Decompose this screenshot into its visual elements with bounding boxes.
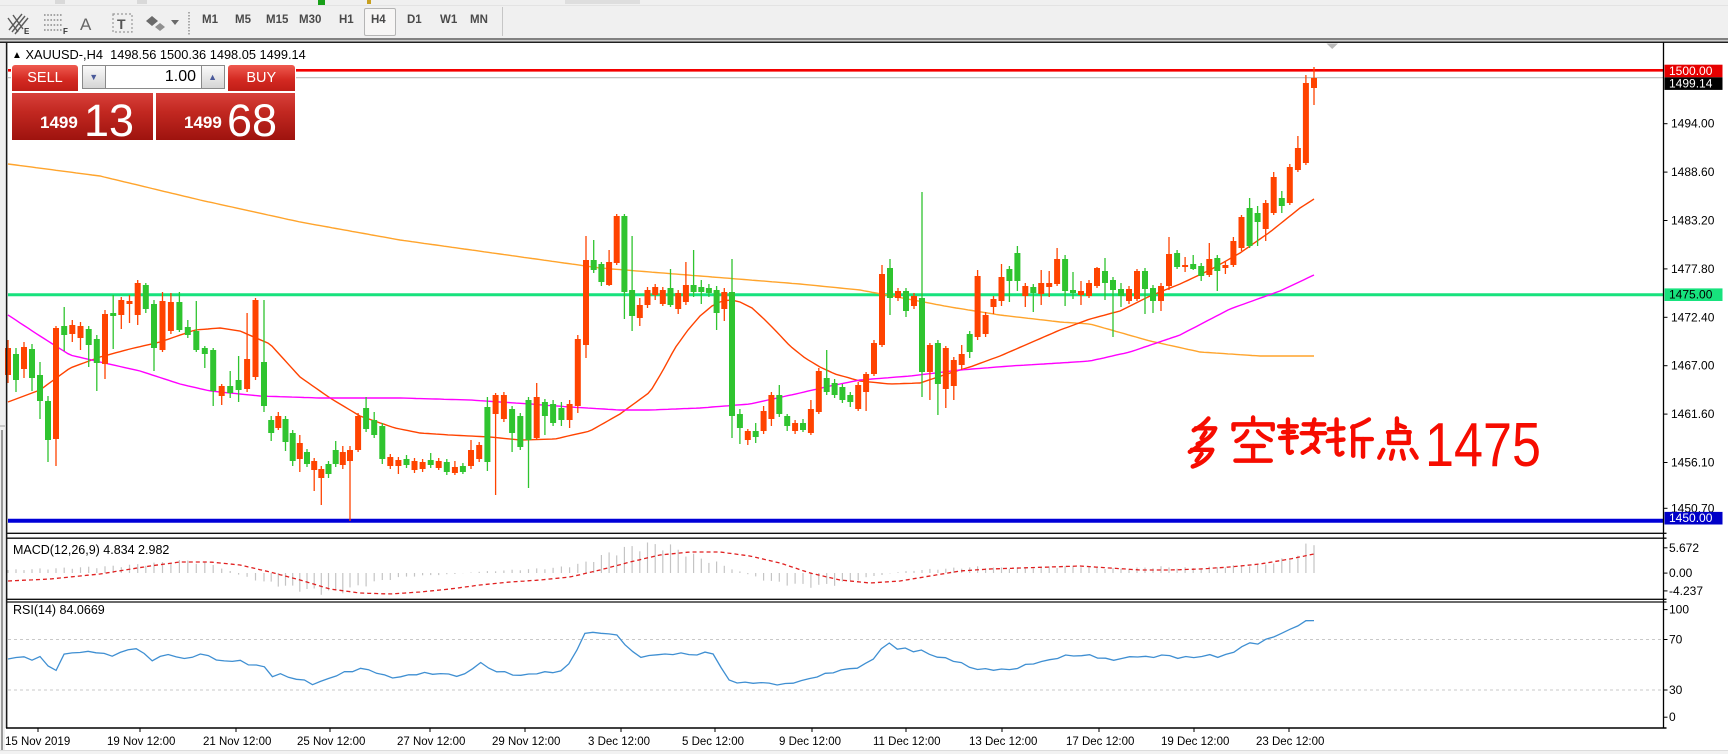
svg-text:1461.60: 1461.60 <box>1671 407 1715 421</box>
svg-text:100: 100 <box>1669 603 1689 617</box>
svg-text:29 Nov 12:00: 29 Nov 12:00 <box>492 736 560 748</box>
svg-text:1467.00: 1467.00 <box>1671 359 1715 373</box>
svg-text:1475: 1475 <box>1425 411 1541 480</box>
svg-text:MACD(12,26,9) 4.834 2.982: MACD(12,26,9) 4.834 2.982 <box>13 543 169 557</box>
svg-text:0: 0 <box>1669 710 1676 724</box>
svg-text:5.672: 5.672 <box>1669 541 1699 555</box>
svg-text:11 Dec 12:00: 11 Dec 12:00 <box>873 736 941 748</box>
svg-text:1456.10: 1456.10 <box>1671 456 1715 470</box>
svg-text:3 Dec 12:00: 3 Dec 12:00 <box>588 736 650 748</box>
svg-text:1500.00: 1500.00 <box>1669 64 1713 78</box>
svg-text:1477.80: 1477.80 <box>1671 262 1715 276</box>
svg-text:0.00: 0.00 <box>1669 566 1693 580</box>
svg-text:1494.00: 1494.00 <box>1671 117 1715 131</box>
svg-text:25 Nov 12:00: 25 Nov 12:00 <box>297 736 365 748</box>
svg-text:1488.60: 1488.60 <box>1671 165 1715 179</box>
svg-text:15 Nov 2019: 15 Nov 2019 <box>5 736 70 748</box>
svg-text:27 Nov 12:00: 27 Nov 12:00 <box>397 736 465 748</box>
svg-text:RSI(14) 84.0669: RSI(14) 84.0669 <box>13 603 105 617</box>
svg-text:1483.20: 1483.20 <box>1671 214 1715 228</box>
svg-text:21 Nov 12:00: 21 Nov 12:00 <box>203 736 271 748</box>
svg-text:13 Dec 12:00: 13 Dec 12:00 <box>969 736 1037 748</box>
svg-text:19 Dec 12:00: 19 Dec 12:00 <box>1161 736 1229 748</box>
svg-text:17 Dec 12:00: 17 Dec 12:00 <box>1066 736 1134 748</box>
svg-text:19 Nov 12:00: 19 Nov 12:00 <box>107 736 175 748</box>
svg-text:A: A <box>80 15 92 34</box>
svg-text:1472.40: 1472.40 <box>1671 310 1715 324</box>
svg-text:E: E <box>24 27 30 36</box>
svg-text:70: 70 <box>1669 633 1683 647</box>
svg-text:T: T <box>117 16 126 32</box>
svg-text:-4.237: -4.237 <box>1669 584 1703 598</box>
svg-text:1499.14: 1499.14 <box>1669 76 1713 90</box>
svg-text:23 Dec 12:00: 23 Dec 12:00 <box>1256 736 1324 748</box>
svg-text:9 Dec 12:00: 9 Dec 12:00 <box>779 736 841 748</box>
svg-text:1475.00: 1475.00 <box>1669 288 1713 302</box>
svg-text:F: F <box>63 27 68 36</box>
svg-text:1450.00: 1450.00 <box>1669 511 1713 525</box>
svg-text:30: 30 <box>1669 683 1683 697</box>
svg-text:5 Dec 12:00: 5 Dec 12:00 <box>682 736 744 748</box>
svg-text:1450.70: 1450.70 <box>1671 501 1715 515</box>
